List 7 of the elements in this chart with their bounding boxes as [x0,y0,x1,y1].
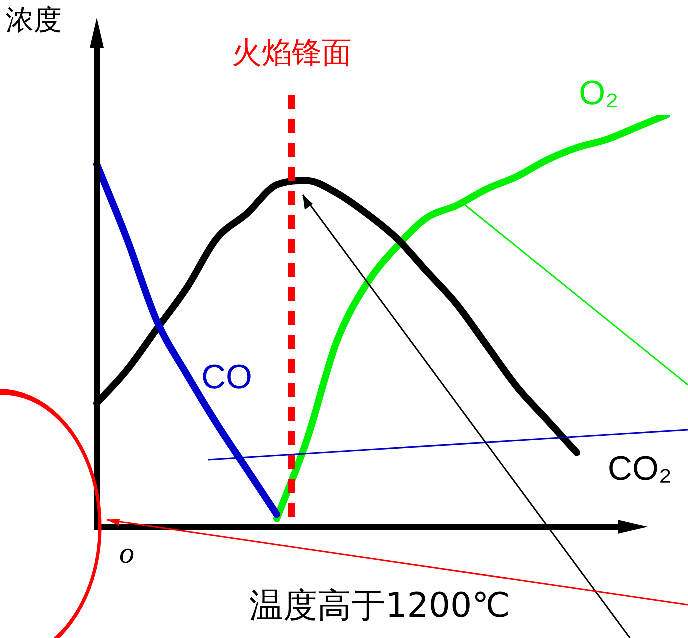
x-axis-title: 温度高于1200℃ [250,586,510,626]
text: 火焰锋面 [232,36,352,71]
y-axis-title: 浓度 [6,3,62,36]
series-label: CO [202,358,252,396]
text: o [120,536,134,570]
series-label: CO₂ [608,450,672,488]
series-label: O₂ [579,74,619,112]
